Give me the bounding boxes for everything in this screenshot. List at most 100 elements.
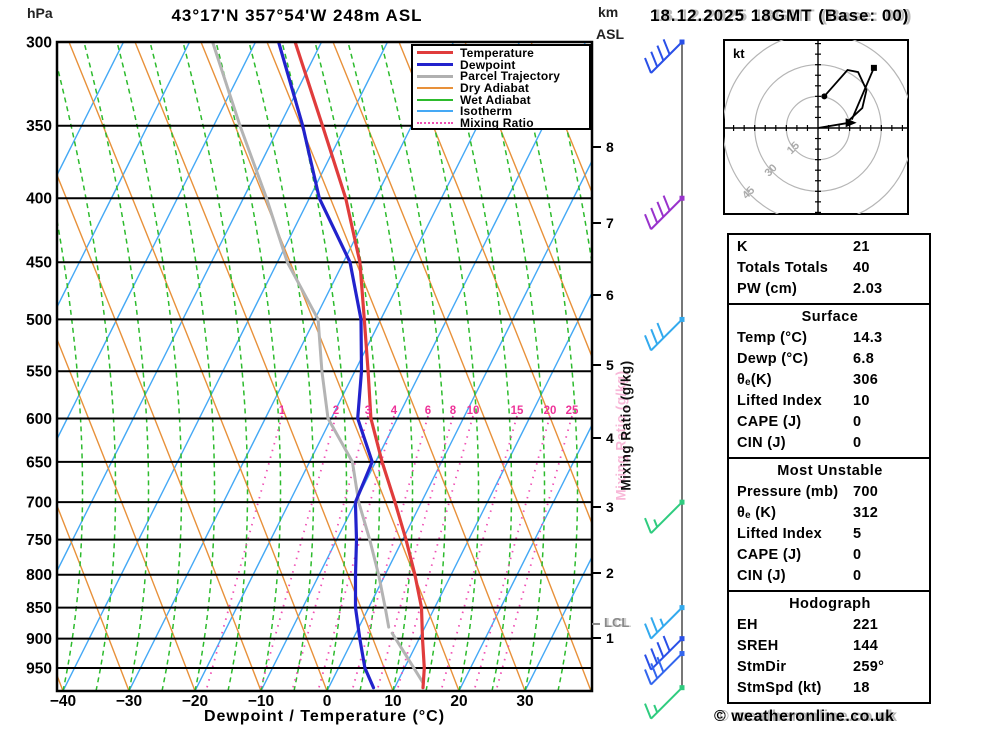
stat-label: Pressure (mb) bbox=[737, 484, 839, 500]
stat-label: PW (cm) bbox=[737, 281, 798, 297]
stat-value: 40 bbox=[853, 260, 870, 276]
stat-row: θₑ (K) 312 bbox=[737, 503, 923, 524]
isotherm-line bbox=[57, 42, 257, 441]
wind-barb-feather bbox=[650, 662, 659, 679]
mixing-ratio-tick-label: 25 bbox=[566, 405, 579, 417]
hodograph-trace-branch bbox=[850, 67, 875, 120]
pressure-tick-label: 550 bbox=[26, 364, 52, 381]
stat-row: StmSpd (kt) 18 bbox=[737, 678, 923, 699]
stat-label: EH bbox=[737, 617, 758, 633]
dry-adiabat-line bbox=[57, 173, 262, 691]
temperature-tick-label: −30 bbox=[116, 693, 142, 710]
stat-value: 0 bbox=[853, 547, 862, 563]
stat-value: 0 bbox=[853, 414, 862, 430]
isotherm-line bbox=[524, 555, 592, 691]
stat-value: 10 bbox=[853, 393, 870, 409]
km-tick-label: 8 bbox=[606, 139, 614, 155]
hodograph-storm-arrowhead bbox=[845, 118, 857, 128]
isotherm-line bbox=[326, 159, 592, 691]
mixing-ratio-tick-label: 2 bbox=[333, 405, 339, 417]
pressure-tick-label: 800 bbox=[26, 567, 52, 584]
mixing-ratio-tick-label: 1 bbox=[279, 405, 286, 417]
dry-adiabat-line bbox=[68, 42, 328, 691]
dry-adiabat-line bbox=[57, 337, 196, 691]
stats-section: Most Unstable Pressure (mb) 700 θₑ (K) 312 Li… bbox=[727, 457, 931, 592]
mixing-ratio-line bbox=[376, 415, 454, 691]
stat-label: StmDir bbox=[737, 659, 787, 675]
stats-section-title: Most Unstable bbox=[777, 463, 883, 479]
stat-row: PW (cm) 2.03 bbox=[737, 279, 923, 300]
legend-item: Dewpoint bbox=[417, 58, 589, 72]
pressure-tick-label: 900 bbox=[26, 631, 52, 648]
stat-value: 2.03 bbox=[853, 281, 883, 297]
temperature-curve bbox=[293, 42, 426, 690]
dry-adiabat-line bbox=[464, 42, 592, 359]
km-tick-label: 3 bbox=[606, 499, 614, 515]
stats-section: Hodograph EH 221 SREH 144 StmDir 259° StmSpd (k… bbox=[727, 590, 931, 704]
isotherm-line bbox=[62, 42, 389, 691]
stat-row: Lifted Index 10 bbox=[737, 391, 923, 412]
legend-item: Temperature bbox=[417, 46, 589, 60]
stat-label: Dewp (°C) bbox=[737, 351, 809, 367]
stats-section: Surface Temp (°C) 14.3 Dewp (°C) 6.8 θₑ(K) 306… bbox=[727, 303, 931, 459]
hodograph-unit-label: kt bbox=[733, 46, 745, 61]
temperature-tick-label: −20 bbox=[182, 693, 208, 710]
stat-row: StmDir 259° bbox=[737, 657, 923, 678]
isotherm-line bbox=[128, 42, 455, 691]
stat-row: Pressure (mb) 700 bbox=[737, 482, 923, 503]
wet-adiabat-line bbox=[512, 42, 579, 691]
stat-value: 0 bbox=[853, 435, 862, 451]
legend-label: Wet Adiabat bbox=[460, 92, 531, 107]
temperature-tick-label: 10 bbox=[384, 693, 401, 710]
wind-barb-feather bbox=[656, 201, 665, 218]
stat-row: EH 221 bbox=[737, 615, 923, 636]
km-tick-label: 2 bbox=[606, 565, 614, 581]
wind-barb-stem bbox=[650, 41, 683, 74]
km-tick-label: 5 bbox=[606, 357, 614, 373]
wind-barb-feather bbox=[659, 618, 665, 627]
hodograph-start-marker bbox=[821, 93, 828, 100]
wind-barb-stem bbox=[650, 686, 683, 720]
dry-adiabat-line bbox=[57, 503, 130, 691]
mixing-ratio-tick-label: 8 bbox=[450, 405, 457, 417]
dry-adiabat-line bbox=[332, 42, 592, 691]
stat-value: 5 bbox=[853, 526, 862, 542]
mixing-ratio-line bbox=[351, 415, 429, 691]
stat-value: 14.3 bbox=[853, 330, 883, 346]
legend-item: Parcel Trajectory bbox=[417, 69, 589, 83]
wind-barb-feather bbox=[644, 654, 652, 671]
wind-barb-feather bbox=[656, 322, 665, 339]
stat-label: CIN (J) bbox=[737, 435, 786, 451]
wind-barb-feather bbox=[656, 656, 665, 673]
pressure-tick-label: 300 bbox=[26, 35, 52, 52]
temperature-tick-label: −40 bbox=[50, 693, 76, 710]
wind-barb-stem bbox=[650, 606, 683, 640]
stat-value: 306 bbox=[853, 372, 879, 388]
wind-barb-feather bbox=[644, 213, 652, 230]
mixing-ratio-tick-label: 6 bbox=[425, 405, 431, 417]
stat-value: 312 bbox=[853, 505, 879, 521]
pressure-tick-label: 400 bbox=[26, 191, 52, 208]
pressure-tick-label: 950 bbox=[26, 661, 52, 678]
stat-row: SREH 144 bbox=[737, 636, 923, 657]
hodograph-top-marker bbox=[870, 64, 877, 71]
temperature-tick-label: 20 bbox=[450, 693, 467, 710]
isotherm-line bbox=[260, 42, 587, 691]
km-axis: 1 2 3 4 5 6 7 8 bbox=[592, 139, 614, 646]
wind-barb bbox=[644, 39, 685, 74]
legend-swatch-temperature bbox=[417, 51, 453, 55]
km-tick-label: 4 bbox=[606, 430, 614, 446]
wind-barb bbox=[644, 195, 685, 230]
legend-item: Wet Adiabat bbox=[417, 92, 589, 107]
wet-adiabat-line bbox=[57, 62, 117, 691]
wet-adiabat-line bbox=[182, 42, 249, 691]
wind-barb-feather bbox=[653, 704, 659, 713]
dry-adiabat-line bbox=[200, 42, 460, 691]
isotherm-line bbox=[392, 291, 592, 691]
stat-label: CAPE (J) bbox=[737, 414, 802, 430]
wind-barb-feather bbox=[644, 335, 652, 351]
stat-row: CAPE (J) 0 bbox=[737, 412, 923, 433]
stat-value: 6.8 bbox=[853, 351, 875, 367]
dry-adiabat-line bbox=[530, 42, 592, 195]
